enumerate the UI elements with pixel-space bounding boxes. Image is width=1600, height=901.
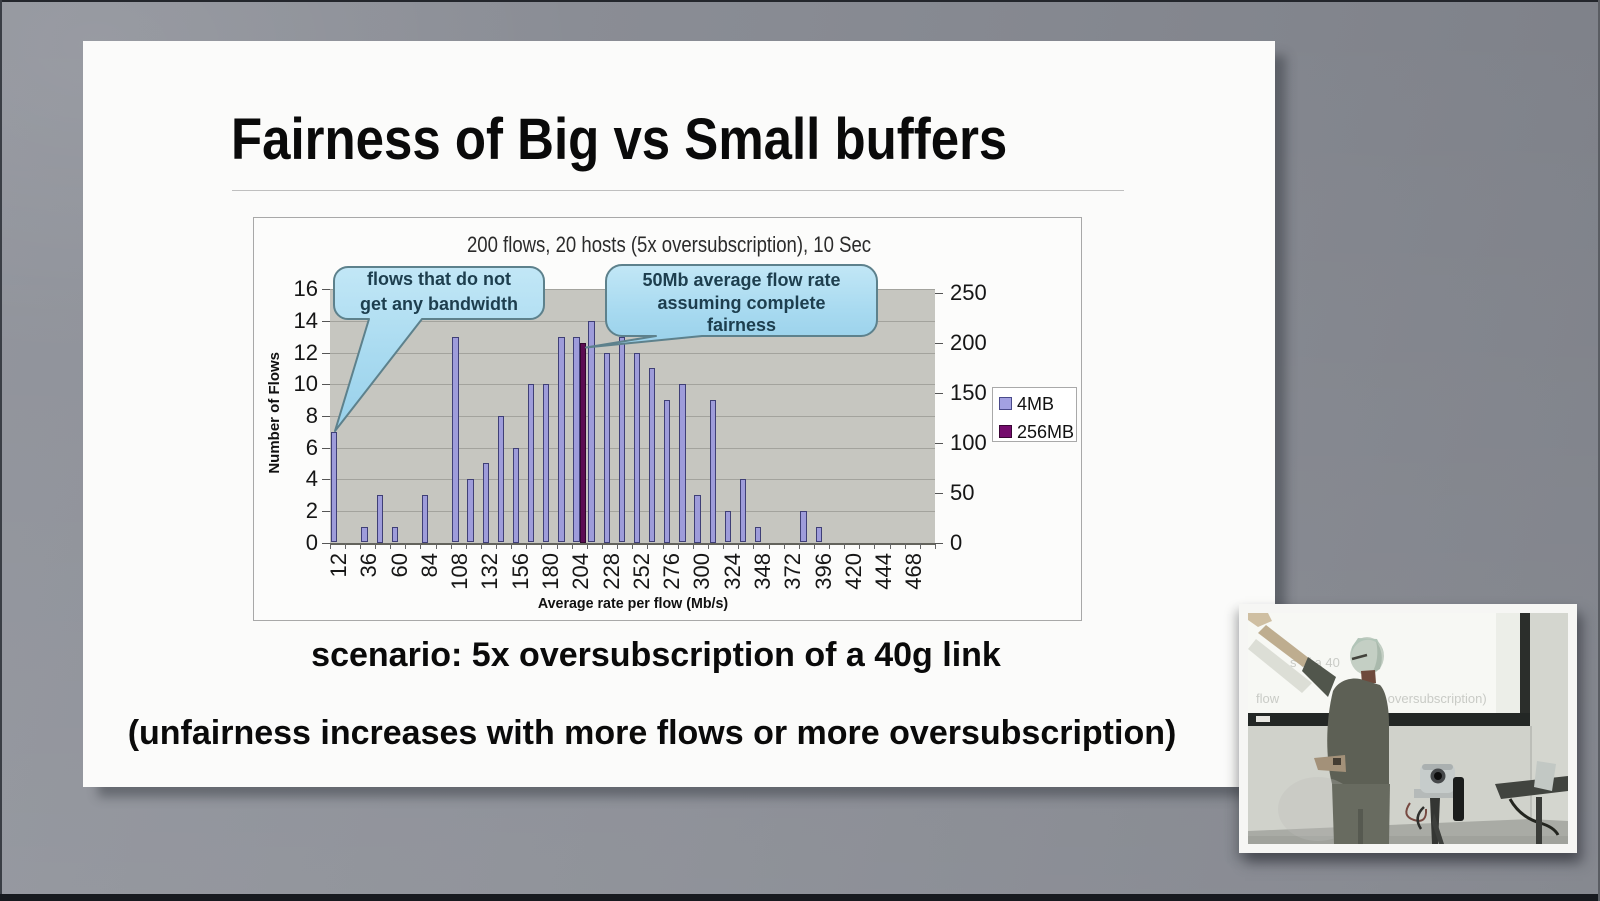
svg-text:flow: flow bbox=[1256, 691, 1280, 706]
svg-text:(5x oversubscription): (5x oversubscription) bbox=[1366, 691, 1487, 706]
